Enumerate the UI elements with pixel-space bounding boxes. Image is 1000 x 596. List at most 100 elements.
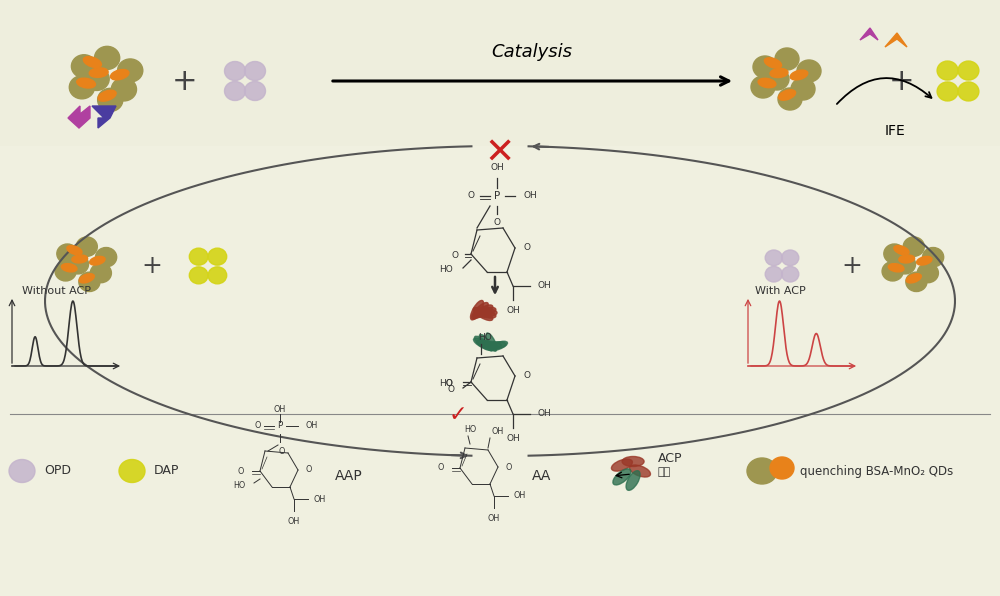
Text: O: O <box>238 467 244 476</box>
Ellipse shape <box>479 334 493 351</box>
Ellipse shape <box>476 340 496 349</box>
Ellipse shape <box>747 458 777 484</box>
Text: quenching BSA-MnO₂ QDs: quenching BSA-MnO₂ QDs <box>800 464 953 477</box>
Ellipse shape <box>98 90 116 101</box>
Text: O: O <box>279 447 285 456</box>
Text: With ACP: With ACP <box>755 286 806 296</box>
Ellipse shape <box>71 55 97 78</box>
Ellipse shape <box>473 308 493 321</box>
Ellipse shape <box>751 76 775 98</box>
Ellipse shape <box>472 303 488 319</box>
Ellipse shape <box>903 237 924 256</box>
Ellipse shape <box>937 82 958 101</box>
Text: O: O <box>494 218 501 227</box>
Text: IFE: IFE <box>885 124 905 138</box>
Ellipse shape <box>765 68 789 90</box>
Text: P: P <box>494 191 500 201</box>
Ellipse shape <box>958 82 979 101</box>
Ellipse shape <box>224 82 246 101</box>
Ellipse shape <box>797 60 821 82</box>
Ellipse shape <box>244 61 266 80</box>
Ellipse shape <box>473 305 493 318</box>
Ellipse shape <box>84 67 109 91</box>
Text: OH: OH <box>488 514 500 523</box>
Ellipse shape <box>894 246 909 254</box>
Ellipse shape <box>753 56 777 78</box>
Ellipse shape <box>67 246 82 254</box>
Text: OH: OH <box>492 427 504 436</box>
Ellipse shape <box>630 465 650 477</box>
Text: ✓: ✓ <box>449 405 467 425</box>
Ellipse shape <box>899 255 915 263</box>
Text: Without ACP: Without ACP <box>22 286 91 296</box>
Ellipse shape <box>894 254 916 274</box>
Ellipse shape <box>89 68 108 77</box>
Ellipse shape <box>118 59 143 82</box>
Ellipse shape <box>111 78 136 101</box>
Text: O: O <box>438 464 444 473</box>
Polygon shape <box>860 28 878 40</box>
Text: O: O <box>446 378 453 387</box>
Ellipse shape <box>9 460 35 483</box>
Ellipse shape <box>884 244 905 263</box>
Text: O: O <box>255 421 261 430</box>
Ellipse shape <box>906 274 921 283</box>
Ellipse shape <box>613 469 631 485</box>
Ellipse shape <box>72 255 88 263</box>
Text: OH: OH <box>506 306 520 315</box>
Ellipse shape <box>244 82 266 101</box>
Ellipse shape <box>937 61 958 80</box>
Ellipse shape <box>791 78 815 100</box>
Ellipse shape <box>775 48 799 70</box>
Ellipse shape <box>98 88 123 111</box>
Ellipse shape <box>782 250 799 266</box>
Text: AA: AA <box>532 469 551 483</box>
Ellipse shape <box>778 88 802 110</box>
Ellipse shape <box>626 471 640 491</box>
Text: P: P <box>277 421 283 430</box>
Text: O: O <box>523 371 530 380</box>
Text: OH: OH <box>514 492 526 501</box>
Text: HO: HO <box>439 378 453 387</box>
Ellipse shape <box>69 76 94 99</box>
Ellipse shape <box>94 46 120 70</box>
Text: +: + <box>142 254 162 278</box>
Ellipse shape <box>486 342 506 349</box>
Text: OH: OH <box>490 163 504 172</box>
Ellipse shape <box>764 58 782 68</box>
Ellipse shape <box>758 78 776 88</box>
Text: HO: HO <box>478 333 492 342</box>
Text: HO: HO <box>464 425 476 434</box>
Text: O: O <box>468 191 475 200</box>
Ellipse shape <box>90 256 105 265</box>
Text: ✕: ✕ <box>485 137 515 171</box>
Text: O: O <box>448 386 455 395</box>
Ellipse shape <box>790 70 808 80</box>
Text: ACP: ACP <box>658 452 682 464</box>
Ellipse shape <box>474 336 490 350</box>
Text: OH: OH <box>506 434 520 443</box>
Text: AAP: AAP <box>335 469 363 483</box>
Text: OH: OH <box>274 405 286 414</box>
Ellipse shape <box>96 247 117 267</box>
Text: OH: OH <box>288 517 300 526</box>
Ellipse shape <box>208 248 227 265</box>
Text: OH: OH <box>537 409 551 418</box>
FancyBboxPatch shape <box>0 0 1000 146</box>
Text: O: O <box>505 462 511 471</box>
Ellipse shape <box>224 61 246 80</box>
Ellipse shape <box>782 266 799 282</box>
Ellipse shape <box>110 70 129 80</box>
Ellipse shape <box>76 237 97 256</box>
Text: HO: HO <box>439 265 453 275</box>
Ellipse shape <box>770 457 794 479</box>
Ellipse shape <box>888 263 904 272</box>
Ellipse shape <box>79 274 94 283</box>
Ellipse shape <box>189 248 208 265</box>
Polygon shape <box>68 106 90 128</box>
Text: OH: OH <box>306 421 318 430</box>
Text: HO: HO <box>234 480 246 489</box>
Ellipse shape <box>770 69 788 77</box>
Text: 黄色: 黄色 <box>658 467 671 477</box>
Ellipse shape <box>475 309 497 316</box>
